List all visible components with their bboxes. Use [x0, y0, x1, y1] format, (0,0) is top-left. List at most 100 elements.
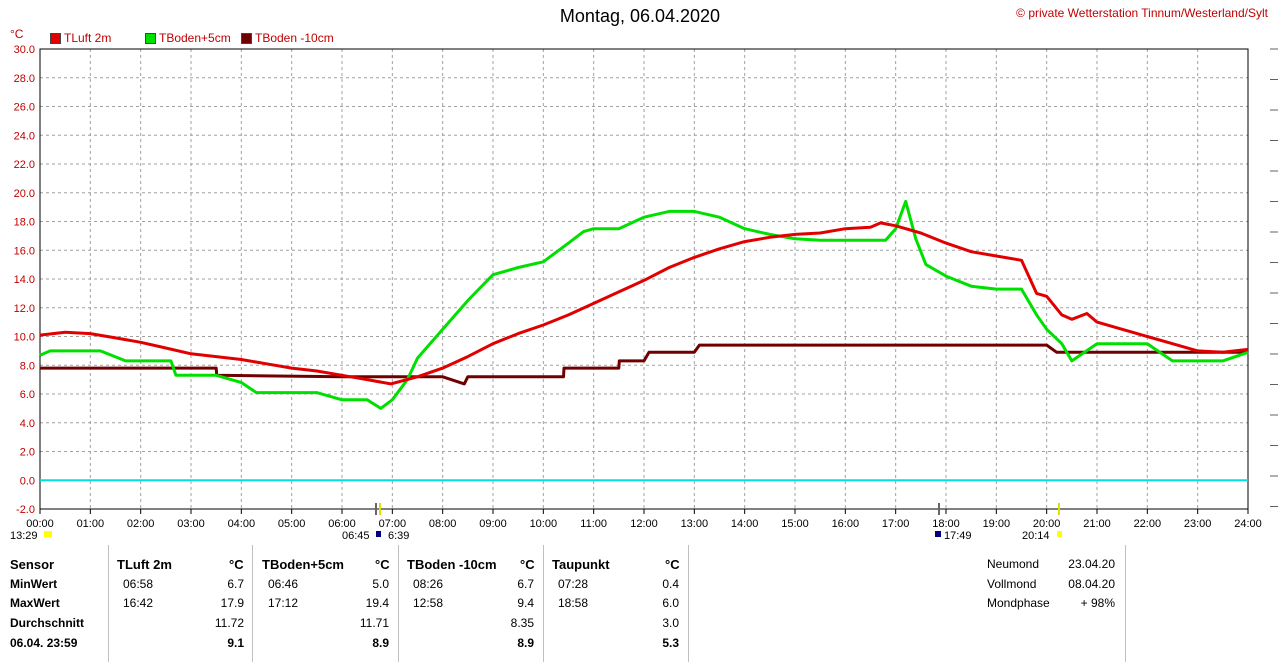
series-lines	[39, 199, 1249, 482]
y-tick-label: 6.0	[20, 389, 35, 401]
max-time: 16:42	[123, 596, 154, 610]
sun-marker-icon	[1057, 531, 1062, 537]
y-tick-label: 8.0	[20, 360, 35, 372]
group-unit: °C	[375, 557, 390, 572]
legend-swatch	[241, 32, 252, 44]
x-tick-label: 12:00	[630, 518, 658, 530]
legend-label: TLuft 2m	[64, 31, 112, 45]
moon-marker-icon	[376, 531, 381, 537]
station-credit: © private Wetterstation Tinnum/Westerlan…	[1016, 6, 1268, 20]
x-tick-label: 23:00	[1184, 518, 1212, 530]
x-tick-label: 19:00	[983, 518, 1011, 530]
legend-swatch	[145, 32, 156, 44]
group-header: Taupunkt	[552, 557, 610, 572]
x-tick-label: 18:00	[932, 518, 960, 530]
y-tick-label: 18.0	[14, 217, 35, 229]
moon-label: Mondphase	[987, 596, 1050, 610]
group-unit: °C	[229, 557, 244, 572]
moonrise-label: 06:45	[342, 530, 370, 542]
x-tick-label: 08:00	[429, 518, 457, 530]
y-tick-label: 26.0	[14, 102, 35, 114]
last-value: 9.1	[227, 636, 244, 650]
x-tick-label: 01:00	[77, 518, 105, 530]
min-time: 07:28	[558, 577, 589, 591]
x-tick-label: 06:00	[328, 518, 356, 530]
column-divider	[252, 545, 253, 662]
sun-moon-markers: 13:29 06:45 6:39 17:49 20:14	[10, 503, 1062, 542]
x-tick-label: 11:00	[580, 518, 607, 530]
max-time: 12:58	[413, 596, 444, 610]
group-header: TBoden -10cm	[407, 557, 497, 572]
y-tick-label: 4.0	[20, 418, 35, 430]
x-tick-label: 16:00	[832, 518, 860, 530]
min-time: 08:26	[413, 577, 444, 591]
chart-title: Montag, 06.04.2020	[559, 6, 721, 26]
min-value: 5.0	[372, 577, 389, 591]
max-value: 19.4	[365, 596, 389, 610]
column-divider	[398, 545, 399, 662]
x-tick-label: 04:00	[228, 518, 256, 530]
moon-label: Vollmond	[987, 577, 1037, 591]
y-tick-label: 20.0	[14, 188, 35, 200]
moon-value: + 98%	[1080, 596, 1115, 610]
y-tick-label: 12.0	[14, 303, 35, 315]
avg-value: 3.0	[662, 616, 679, 630]
x-tick-label: 17:00	[882, 518, 910, 530]
y-tick-label: 24.0	[14, 130, 35, 142]
y-axis-ticks: 30.0 28.0 26.0 24.0 22.0 20.0 18.0 16.0 14.0 12.0…	[14, 44, 35, 516]
min-time: 06:58	[123, 577, 154, 591]
min-value: 0.4	[662, 577, 679, 591]
row-label-avg: Durchschnitt	[10, 616, 85, 630]
x-tick-label: 15:00	[781, 518, 809, 530]
moonset-label: 17:49	[944, 530, 972, 542]
x-tick-label: 20:00	[1033, 518, 1061, 530]
y-tick-label: 16.0	[14, 245, 35, 257]
series-line-tboden-5cm	[39, 199, 1249, 410]
row-label-min: MinWert	[10, 577, 58, 591]
group-header: TBoden+5cm	[262, 557, 344, 572]
x-tick-label: 22:00	[1134, 518, 1162, 530]
sunset-label: 20:14	[1022, 530, 1050, 542]
group-unit: °C	[520, 557, 535, 572]
last-value: 8.9	[372, 636, 389, 650]
group-unit: °C	[665, 557, 680, 572]
x-tick-label: 07:00	[379, 518, 407, 530]
legend-swatch	[50, 32, 61, 44]
grid	[40, 49, 1248, 509]
y-tick-label: 14.0	[14, 274, 35, 286]
legend-item-tluft: TLuft 2m	[50, 31, 111, 45]
min-time: 06:46	[268, 577, 299, 591]
avg-value: 8.35	[510, 616, 534, 630]
prev-time-label: 13:29	[10, 530, 38, 542]
y-tick-label: 10.0	[14, 332, 35, 344]
x-tick-label: 09:00	[479, 518, 507, 530]
moon-marker-icon	[935, 531, 941, 537]
column-divider	[543, 545, 544, 662]
column-divider	[1125, 545, 1126, 662]
y-tick-label: 22.0	[14, 159, 35, 171]
x-tick-label: 03:00	[177, 518, 205, 530]
sunrise-label: 6:39	[388, 530, 409, 542]
moon-value: 23.04.20	[1068, 557, 1115, 571]
min-value: 6.7	[517, 577, 534, 591]
last-value: 5.3	[662, 636, 679, 650]
x-tick-label: 10:00	[530, 518, 558, 530]
y-tick-label: 28.0	[14, 73, 35, 85]
max-value: 17.9	[220, 596, 244, 610]
x-tick-label: 00:00	[26, 518, 54, 530]
legend-item-tboden5: TBoden+5cm	[145, 31, 231, 45]
x-tick-label: 02:00	[127, 518, 155, 530]
row-label-max: MaxWert	[10, 596, 60, 610]
right-edge-marks	[1270, 48, 1278, 507]
temperature-chart: 30.0 28.0 26.0 24.0 22.0 20.0 18.0 16.0 14.0 12.0…	[10, 44, 1278, 542]
series-line-tluft-2m	[39, 221, 1249, 386]
legend-label: TBoden+5cm	[159, 31, 231, 45]
y-tick-label: 0.0	[20, 475, 35, 487]
x-tick-label: 13:00	[681, 518, 709, 530]
avg-value: 11.71	[359, 616, 389, 630]
legend-label: TBoden -10cm	[255, 31, 334, 45]
moon-value: 08.04.20	[1068, 577, 1115, 591]
x-tick-label: 05:00	[278, 518, 306, 530]
x-tick-label: 21:00	[1083, 518, 1111, 530]
row-label-last: 06.04. 23:59	[10, 636, 78, 650]
